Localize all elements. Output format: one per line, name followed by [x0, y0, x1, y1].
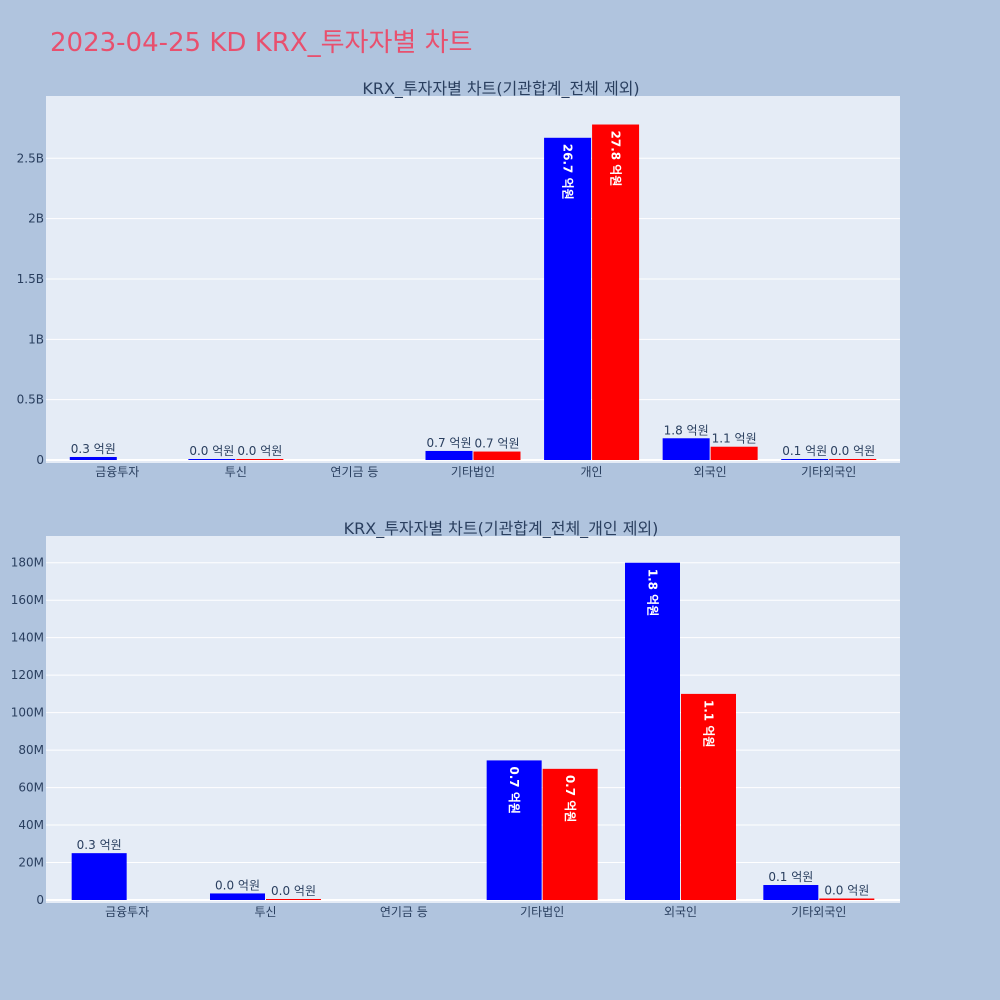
y-tick-label: 0	[36, 453, 44, 467]
bar-data-label: 0.7 억원	[563, 775, 577, 823]
y-tick-label: 40M	[18, 818, 44, 832]
bar-data-label: 0.0 억원	[271, 884, 316, 898]
bar	[69, 456, 117, 460]
plot-area	[46, 96, 900, 463]
y-tick-label: 100M	[11, 706, 44, 720]
bar	[781, 459, 829, 460]
chart-top: KRX_투자자별 차트(기관합계_전체 제외) 0 0.5B 1B 1.5B 2B 2.5B…	[17, 79, 900, 479]
y-tick-label: 160M	[11, 593, 44, 607]
chart-subtitle: KRX_투자자별 차트(기관합계_전체 제외)	[362, 79, 639, 99]
y-tick-label: 180M	[11, 556, 44, 570]
y-tick-label: 0.5B	[17, 393, 44, 407]
plot-area	[46, 536, 900, 903]
bar	[71, 853, 127, 900]
x-tick-label: 투신	[254, 905, 276, 919]
x-tick-label: 외국인	[694, 465, 727, 479]
bar-data-label: 0.3 억원	[71, 442, 116, 456]
bar-data-label: 0.0 억원	[189, 444, 234, 458]
bar-data-label: 1.1 억원	[702, 700, 716, 748]
bar	[625, 562, 680, 900]
bar	[710, 446, 758, 460]
bar	[266, 899, 321, 900]
bar-data-label: 0.3 억원	[77, 838, 122, 852]
x-tick-label: 개인	[581, 465, 603, 479]
x-tick-label: 금융투자	[105, 905, 149, 919]
bar	[473, 451, 521, 460]
bar	[819, 898, 875, 900]
bar-data-label: 26.7 억원	[561, 144, 575, 200]
y-tick-label: 60M	[18, 781, 44, 795]
page-title: 2023-04-25 KD KRX_투자자별 차트	[50, 28, 473, 58]
y-tick-label: 140M	[11, 631, 44, 645]
bar-data-label: 1.8 억원	[646, 569, 660, 617]
x-tick-label: 기타법인	[451, 465, 495, 479]
y-tick-label: 2B	[28, 212, 44, 226]
x-tick-label: 연기금 등	[380, 905, 428, 919]
y-tick-label: 20M	[18, 856, 44, 870]
bar	[592, 124, 640, 460]
x-tick-label: 기타외국인	[801, 465, 856, 479]
bar-data-label: 0.1 억원	[782, 444, 827, 458]
y-tick-label: 1.5B	[17, 272, 44, 286]
x-tick-label: 금융투자	[95, 465, 139, 479]
chart-bottom: KRX_투자자별 차트(기관합계_전체_개인 제외) 0 20M 40M 60M 80M 1…	[11, 519, 900, 919]
bar-data-label: 0.7 억원	[507, 766, 521, 814]
y-tick-label: 0	[36, 893, 44, 907]
x-tick-label: 연기금 등	[330, 465, 378, 479]
bar	[486, 760, 542, 900]
bar	[829, 459, 877, 460]
bar	[425, 450, 473, 460]
x-tick-label: 투신	[225, 465, 247, 479]
y-tick-label: 120M	[11, 668, 44, 682]
bar-data-label: 1.8 억원	[664, 423, 709, 437]
bar	[188, 459, 236, 460]
bar-data-label: 0.0 억원	[824, 884, 869, 898]
bar-data-label: 1.1 억원	[712, 432, 757, 446]
chart-subtitle: KRX_투자자별 차트(기관합계_전체_개인 제외)	[344, 519, 659, 539]
x-tick-label: 외국인	[664, 905, 697, 919]
y-tick-label: 80M	[18, 743, 44, 757]
x-tick-label: 기타법인	[520, 905, 564, 919]
bar-data-label: 0.1 억원	[768, 870, 813, 884]
bar-data-label: 0.7 억원	[475, 437, 520, 451]
bar-data-label: 0.0 억원	[237, 444, 282, 458]
bar	[210, 893, 265, 900]
bar-data-label: 0.7 억원	[427, 436, 472, 450]
bar	[763, 885, 819, 900]
bar	[236, 459, 284, 460]
bar-data-label: 0.0 억원	[215, 878, 260, 892]
y-tick-label: 1B	[28, 332, 44, 346]
bar-data-label: 0.0 억원	[830, 444, 875, 458]
bar-data-label: 27.8 억원	[609, 131, 623, 187]
y-tick-label: 2.5B	[17, 151, 44, 165]
x-tick-label: 기타외국인	[791, 905, 846, 919]
bar	[662, 438, 710, 460]
bar	[681, 693, 736, 900]
bar	[544, 137, 592, 460]
bar	[542, 768, 598, 900]
